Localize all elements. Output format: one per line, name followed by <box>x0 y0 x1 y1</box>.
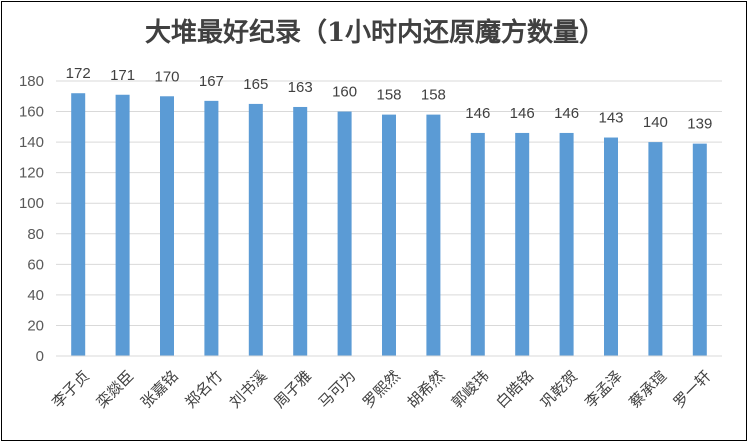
y-tick-label: 40 <box>27 287 44 304</box>
y-tick-label: 100 <box>19 195 44 212</box>
x-tick-label: 李子贞 <box>48 367 93 412</box>
bar <box>426 114 441 356</box>
data-label: 158 <box>376 87 401 104</box>
data-label: 143 <box>598 110 623 127</box>
bar <box>470 132 485 356</box>
x-tick-label: 刘书溪 <box>226 367 271 412</box>
bar <box>293 106 308 356</box>
data-label: 140 <box>643 114 668 131</box>
x-axis-labels: 李子贞 栾燚臣 张嘉铭 郑名竹 刘书溪 周子雅 马可为 罗熙然 胡希然 郭峻玮 白皓铭 巩乾贺 李孟泽蔡… <box>48 367 714 412</box>
bar <box>648 142 663 356</box>
x-tick-label: 蔡承瑄 <box>626 367 671 412</box>
x-tick-label: 罗熙然 <box>359 367 404 412</box>
y-tick-label: 80 <box>27 226 44 243</box>
data-label: 167 <box>199 73 224 90</box>
x-tick-label: 马可为 <box>315 367 360 412</box>
x-tick-label: 罗一轩 <box>670 367 715 412</box>
bar <box>604 137 618 356</box>
x-tick-label: 白皓铭 <box>492 367 537 412</box>
x-tick-label: 胡希然 <box>404 367 449 412</box>
bars <box>71 93 707 357</box>
x-tick-label: 郑名竹 <box>182 367 227 412</box>
y-tick-label: 140 <box>19 134 44 151</box>
bar <box>337 111 352 356</box>
y-tick-label: 160 <box>19 104 44 121</box>
x-tick-label: 周子雅 <box>270 367 315 412</box>
bar <box>248 103 263 357</box>
y-tick-label: 0 <box>36 348 44 365</box>
y-tick-label: 120 <box>19 165 44 182</box>
bar <box>692 143 707 356</box>
y-tick-label: 60 <box>27 256 44 273</box>
bar <box>71 93 86 356</box>
data-labels: 172 171 170 167 165 163 160 158 158 146 146 146 143 1… <box>66 65 713 132</box>
x-tick-label: 栾燚臣 <box>93 367 138 412</box>
data-label: 146 <box>554 105 579 122</box>
bar <box>115 94 130 356</box>
data-label: 139 <box>687 116 712 133</box>
data-label: 160 <box>332 84 357 101</box>
x-tick-label: 郭峻玮 <box>448 367 493 412</box>
chart-title: 大堆最好纪录（1小时内还原魔方数量） <box>144 18 606 48</box>
data-label: 172 <box>66 65 91 82</box>
x-tick-label: 巩乾贺 <box>537 367 582 412</box>
y-axis-ticks: 0 20 40 60 80 100 120 140 160 180 <box>19 73 44 365</box>
bar <box>515 132 530 356</box>
data-label: 170 <box>154 68 179 85</box>
data-label: 171 <box>110 67 135 84</box>
data-label: 146 <box>465 105 490 122</box>
y-tick-label: 20 <box>27 317 44 334</box>
bar <box>382 114 396 356</box>
x-tick-label: 李孟泽 <box>581 367 626 412</box>
data-label: 158 <box>421 87 446 104</box>
bar <box>160 96 174 357</box>
x-tick-label: 张嘉铭 <box>137 367 182 412</box>
bar <box>559 132 574 356</box>
data-label: 165 <box>243 76 268 93</box>
data-label: 163 <box>288 79 313 96</box>
bar <box>204 100 219 356</box>
data-label: 146 <box>510 105 535 122</box>
y-tick-label: 180 <box>19 73 44 90</box>
